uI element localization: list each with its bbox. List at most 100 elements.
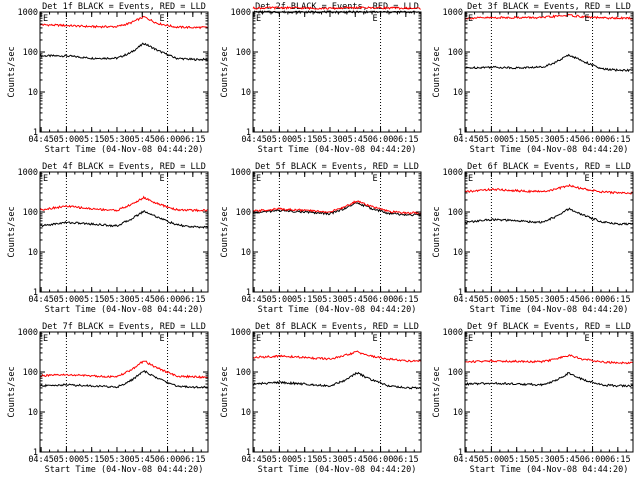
x-axis-label: Start Time (04-Nov-08 04:44:20)	[470, 145, 629, 155]
x-tick-label: 05:30	[104, 295, 130, 305]
x-tick-label: 05:00	[54, 295, 80, 305]
x-tick-label: 05:45	[342, 135, 368, 145]
x-tick-label: 04:45	[453, 295, 479, 305]
detector-panel: Det 4f BLACK = Events, RED = LLD 1 10 100 10…	[7, 162, 209, 315]
event-marker-label: E	[43, 334, 48, 344]
x-tick-label: 05:30	[317, 135, 343, 145]
x-axis-label: Start Time (04-Nov-08 04:44:20)	[470, 305, 629, 315]
x-axis-label: Start Time (04-Nov-08 04:44:20)	[45, 305, 204, 315]
detector-panel: Det 9f BLACK = Events, RED = LLD 1 10 100 10…	[432, 322, 634, 475]
y-axis-label: Counts/sec	[7, 366, 17, 417]
detector-panel: Det 7f BLACK = Events, RED = LLD 1 10 100 10…	[7, 322, 209, 475]
event-marker-label: E	[256, 14, 261, 24]
event-marker-label: E	[373, 334, 378, 344]
y-tick-label: 100	[448, 208, 463, 218]
y-tick-label: 10	[453, 88, 463, 98]
y-tick-label: 1	[246, 448, 251, 458]
x-tick-label: 06:00	[368, 455, 394, 465]
events-series-line	[39, 42, 209, 62]
event-marker-label: E	[160, 174, 165, 184]
y-tick-label: 100	[448, 48, 463, 58]
y-axis-label: Counts/sec	[220, 366, 230, 417]
events-series-line	[464, 372, 634, 388]
y-tick-label: 1	[33, 128, 38, 138]
y-axis-label: Counts/sec	[220, 46, 230, 97]
plot-frame	[39, 11, 209, 133]
x-tick-label: 05:15	[292, 455, 318, 465]
x-tick-label: 05:45	[342, 455, 368, 465]
detector-panel: Det 8f BLACK = Events, RED = LLD 1 10 100 10…	[220, 322, 422, 475]
lld-series-line	[252, 5, 421, 11]
plot-frame	[464, 331, 634, 453]
x-axis-label: Start Time (04-Nov-08 04:44:20)	[470, 465, 629, 475]
event-marker-label: E	[373, 174, 378, 184]
y-tick-label: 1	[458, 448, 463, 458]
x-tick-label: 05:15	[79, 135, 105, 145]
plot-frame	[252, 171, 422, 293]
x-tick-label: 05:30	[529, 135, 555, 145]
lld-series-line	[464, 13, 634, 20]
x-tick-label: 05:30	[104, 135, 130, 145]
events-series-line	[39, 210, 209, 229]
events-series-line	[252, 202, 422, 217]
x-tick-label: 06:00	[155, 295, 181, 305]
x-axis-label: Start Time (04-Nov-08 04:44:20)	[258, 305, 417, 315]
x-tick-label: 05:45	[342, 295, 368, 305]
y-axis-label: Counts/sec	[432, 206, 442, 257]
y-tick-label: 1	[458, 288, 463, 298]
detector-panel: Det 5f BLACK = Events, RED = LLD 1 10 100 10…	[220, 162, 422, 315]
x-axis-label: Start Time (04-Nov-08 04:44:20)	[258, 465, 417, 475]
panel-title: Det 5f BLACK = Events, RED = LLD	[255, 162, 419, 172]
x-tick-label: 06:00	[580, 295, 606, 305]
y-tick-label: 10	[241, 248, 251, 258]
x-tick-label: 06:15	[180, 295, 206, 305]
x-tick-label: 06:15	[393, 455, 419, 465]
y-axis-label: Counts/sec	[7, 46, 17, 97]
x-tick-label: 04:45	[453, 455, 479, 465]
panel-title: Det 1f BLACK = Events, RED = LLD	[42, 2, 206, 12]
detector-panel: Det 6f BLACK = Events, RED = LLD 1 10 100 10…	[432, 162, 634, 315]
x-tick-label: 04:45	[28, 295, 54, 305]
y-tick-label: 100	[236, 368, 251, 378]
lld-series-line	[39, 195, 208, 213]
y-tick-label: 1	[33, 448, 38, 458]
x-tick-label: 05:45	[554, 455, 580, 465]
lld-series-line	[252, 200, 422, 215]
y-tick-label: 10	[453, 408, 463, 418]
plot-frame	[464, 171, 634, 293]
event-marker-label: E	[43, 174, 48, 184]
y-tick-label: 10	[241, 88, 251, 98]
plot-frame	[39, 171, 209, 293]
x-tick-label: 06:00	[580, 135, 606, 145]
y-tick-label: 100	[448, 368, 463, 378]
y-tick-label: 1000	[18, 168, 38, 178]
x-axis-label: Start Time (04-Nov-08 04:44:20)	[45, 465, 204, 475]
y-tick-label: 1000	[443, 8, 463, 18]
x-tick-label: 04:45	[28, 135, 54, 145]
y-tick-label: 1000	[231, 8, 251, 18]
events-series-line	[40, 370, 208, 389]
event-marker-label: E	[468, 334, 473, 344]
panel-title: Det 8f BLACK = Events, RED = LLD	[255, 322, 419, 332]
x-tick-label: 04:45	[453, 135, 479, 145]
y-tick-label: 1000	[443, 168, 463, 178]
x-axis-label: Start Time (04-Nov-08 04:44:20)	[45, 145, 204, 155]
x-tick-label: 06:00	[155, 135, 181, 145]
y-tick-label: 1000	[231, 328, 251, 338]
event-marker-label: E	[160, 14, 165, 24]
x-tick-label: 06:00	[368, 295, 394, 305]
plot-frame	[252, 331, 422, 453]
y-tick-label: 1	[458, 128, 463, 138]
x-tick-label: 06:15	[605, 455, 631, 465]
x-tick-label: 06:00	[155, 455, 181, 465]
event-marker-label: E	[160, 334, 165, 344]
y-tick-label: 100	[23, 48, 38, 58]
x-tick-label: 05:00	[267, 455, 293, 465]
detector-panel: Det 2f BLACK = Events, RED = LLD 1 10 100 10…	[220, 2, 422, 155]
panel-title: Det 6f BLACK = Events, RED = LLD	[467, 162, 631, 172]
x-tick-label: 05:00	[479, 295, 505, 305]
events-series-line	[465, 53, 634, 73]
y-tick-label: 10	[28, 88, 38, 98]
